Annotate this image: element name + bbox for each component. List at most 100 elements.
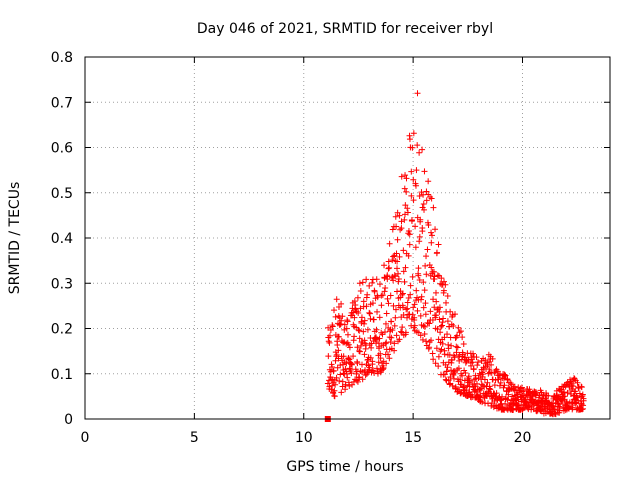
data-point [399, 290, 406, 297]
data-point [398, 225, 405, 232]
data-point [545, 392, 552, 399]
data-point [371, 288, 378, 295]
data-point [425, 221, 432, 228]
data-point [386, 355, 393, 362]
data-point [348, 360, 355, 367]
data-point [343, 325, 350, 332]
data-point [364, 326, 371, 333]
y-tick-label: 0.5 [51, 186, 73, 202]
data-point [416, 233, 423, 240]
data-point [366, 310, 373, 317]
data-point [497, 379, 504, 386]
data-point [409, 311, 416, 318]
data-point [459, 372, 466, 379]
data-point [408, 192, 415, 199]
data-point [569, 404, 576, 411]
data-point [393, 250, 400, 257]
data-point [403, 175, 410, 182]
data-point [504, 396, 511, 403]
data-point [423, 253, 430, 260]
data-point [414, 142, 421, 149]
data-point [378, 302, 385, 309]
data-point [403, 314, 410, 321]
data-point [374, 370, 381, 377]
data-point [409, 144, 416, 151]
data-point [438, 346, 445, 353]
data-point [460, 340, 467, 347]
data-point [405, 227, 412, 234]
data-point [428, 264, 435, 271]
data-point [420, 322, 427, 329]
data-point [406, 231, 413, 238]
data-point [415, 265, 422, 272]
data-point [444, 331, 451, 338]
data-point [392, 273, 399, 280]
data-point [411, 322, 418, 329]
data-point [452, 383, 459, 390]
data-point [475, 374, 482, 381]
data-point [416, 149, 423, 156]
data-point [465, 373, 472, 380]
data-point [397, 328, 404, 335]
data-point [353, 368, 360, 375]
data-point [401, 216, 408, 223]
data-point [489, 376, 496, 383]
data-point [385, 258, 392, 265]
data-point [329, 323, 336, 330]
data-point [340, 353, 347, 360]
data-point [341, 321, 348, 328]
data-point [335, 304, 342, 311]
data-point [428, 195, 435, 202]
data-point [481, 376, 488, 383]
data-point [419, 224, 426, 231]
data-point [389, 257, 396, 264]
data-point [407, 291, 414, 298]
data-point [380, 364, 387, 371]
axis-ticks: 0 5 10 15 20 0 0.1 0.2 0.3 0.4 0.5 0.6 0.7 0.8 [51, 50, 610, 446]
data-point [334, 364, 341, 371]
data-point [344, 331, 351, 338]
data-point [382, 320, 389, 327]
data-point [421, 323, 428, 330]
data-point [442, 376, 449, 383]
data-point [369, 358, 376, 365]
data-point [383, 360, 390, 367]
data-point [354, 360, 361, 367]
data-point [392, 213, 399, 220]
data-point [377, 355, 384, 362]
data-point [402, 329, 409, 336]
data-point [348, 370, 355, 377]
data-point [423, 338, 430, 345]
data-point [419, 146, 426, 153]
data-point [424, 246, 431, 253]
data-point [366, 364, 373, 371]
data-point [359, 279, 366, 286]
data-point [354, 294, 361, 301]
y-tick-label: 0.3 [51, 276, 73, 292]
data-point [434, 272, 441, 279]
data-point [435, 241, 442, 248]
data-point [456, 329, 463, 336]
data-point [385, 300, 392, 307]
data-point [416, 238, 423, 245]
data-point [343, 368, 350, 375]
data-point [488, 361, 495, 368]
data-point [469, 359, 476, 366]
data-point [422, 262, 429, 269]
data-point [367, 315, 374, 322]
data-point [446, 381, 453, 388]
data-point [434, 249, 441, 256]
data-point [364, 291, 371, 298]
data-point [399, 291, 406, 298]
data-point [497, 397, 504, 404]
data-point [470, 365, 477, 372]
data-point [398, 173, 405, 180]
data-point [550, 403, 557, 410]
data-point [574, 379, 581, 386]
data-point [436, 304, 443, 311]
data-point [501, 382, 508, 389]
data-point [335, 333, 342, 340]
data-point [430, 204, 437, 211]
data-point [421, 206, 428, 213]
